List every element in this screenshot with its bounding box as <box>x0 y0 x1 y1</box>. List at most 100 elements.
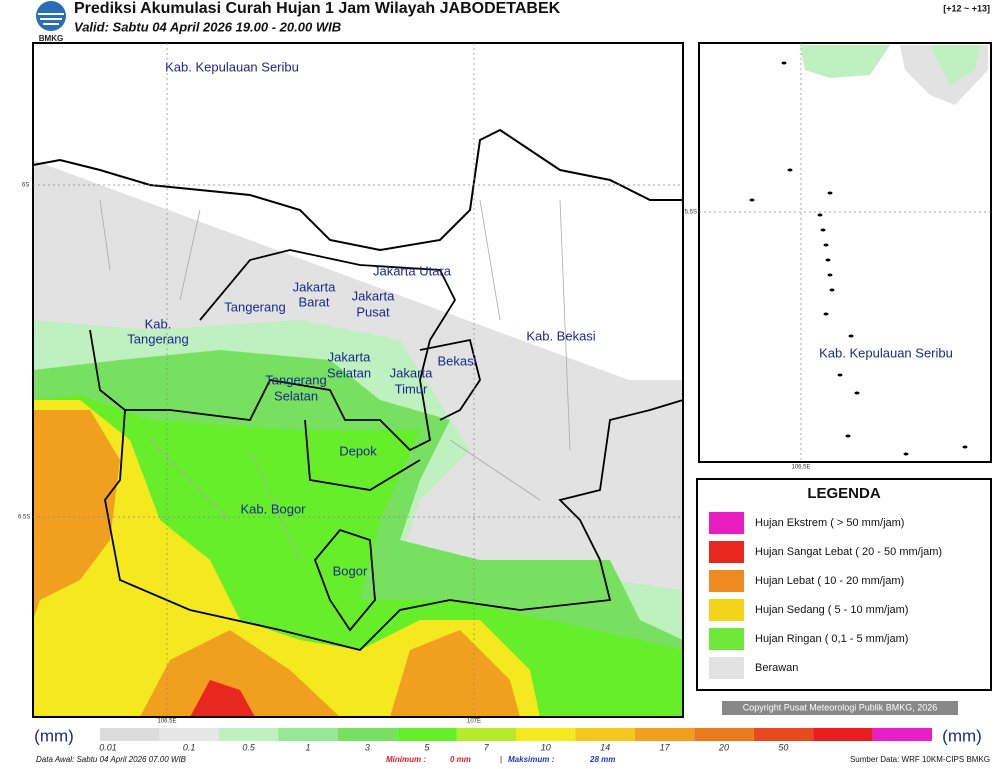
min-label: Minimum : <box>386 755 426 764</box>
island <box>854 391 860 395</box>
colorbar-segment <box>634 728 695 741</box>
colorbar-tick: 17 <box>660 742 671 752</box>
colorbar-tick: 1 <box>305 742 310 752</box>
lead-time: [+12 ~ +13] <box>943 3 990 13</box>
legend-label: Hujan Ringan ( 0,1 - 5 mm/jam) <box>755 633 908 645</box>
region-label: Depok <box>339 443 377 458</box>
colorbar-segment <box>397 728 457 741</box>
colorbar-tick: 0.01 <box>99 742 117 752</box>
island <box>827 273 833 277</box>
colorbar-tick: 0.5 <box>242 742 256 752</box>
region-label: Timur <box>395 381 428 396</box>
region-label: Jakarta <box>328 349 371 364</box>
island <box>817 213 823 217</box>
logo <box>36 1 66 31</box>
legend-title: LEGENDA <box>807 485 881 502</box>
title: Prediksi Akumulasi Curah Hujan 1 Jam Wil… <box>74 0 561 17</box>
colorbar-tick: 14 <box>600 742 610 752</box>
boundaries <box>89 249 684 651</box>
region-label: Jakarta <box>390 365 433 380</box>
legend: LEGENDA Hujan Ekstrem ( > 50 mm/jam) Huja… <box>696 478 992 691</box>
lon-tick: 107E <box>467 719 481 725</box>
island <box>962 445 968 449</box>
coastline <box>32 128 683 252</box>
region-label: Tangerang <box>127 331 188 346</box>
legend-swatch <box>709 541 744 563</box>
logo-text: BMKG <box>39 34 63 43</box>
region-label: Tangerang <box>224 299 285 314</box>
legend-label: Hujan Sedang ( 5 - 10 mm/jam) <box>755 604 908 616</box>
sub-boundaries <box>99 199 571 561</box>
region-label: Barat <box>298 294 329 309</box>
lon-tick: 106.5E <box>157 719 176 725</box>
max-value: 28 mm <box>589 755 615 764</box>
legend-label: Hujan Ekstrem ( > 50 mm/jam) <box>755 517 904 529</box>
copyright: Copyright Pusat Meteorologi Publik BMKG,… <box>743 702 938 712</box>
colorbar-segment <box>575 728 635 741</box>
colorbar-segment <box>694 728 754 741</box>
colorbar: 0.01 0.1 0.5 1 3 5 7 10 14 17 20 50 <box>99 728 932 752</box>
island <box>827 191 833 195</box>
inset-map: 5.5S 106.5E Kab. Kepulauan Seribu <box>685 42 992 471</box>
region-label: Tangerang <box>265 372 326 387</box>
very-heavy-rain <box>190 680 255 717</box>
island <box>749 198 755 202</box>
legend-frame <box>696 478 992 691</box>
region-label: Pusat <box>356 304 390 319</box>
region-label: Bekasi <box>437 353 476 368</box>
colorbar-tick: 7 <box>484 742 490 752</box>
logo-mark <box>38 13 64 25</box>
inset-lat-tick: 5.5S <box>685 210 697 216</box>
island <box>787 168 793 172</box>
region-label: Kab. Bogor <box>240 501 306 516</box>
region-label: Kab. Kepulauan Seribu <box>165 59 299 74</box>
islands <box>749 61 968 456</box>
legend-swatch <box>709 570 744 592</box>
region-label: Kab. <box>145 316 172 331</box>
subtitle: Valid: Sabtu 04 April 2026 19.00 - 20.00… <box>74 19 341 34</box>
legend-label: Hujan Lebat ( 10 - 20 mm/jam) <box>755 575 904 587</box>
colorbar-segment <box>159 728 219 741</box>
legend-label: Hujan Sangat Lebat ( 20 - 50 mm/jam) <box>755 546 942 558</box>
region-label: Kab. Bekasi <box>526 328 595 343</box>
legend-label: Berawan <box>755 662 798 674</box>
inset-rain <box>800 45 890 78</box>
max-label: Maksimum : <box>508 755 555 764</box>
heavy-rain <box>33 410 520 717</box>
inset-label: Kab. Kepulauan Seribu <box>819 345 953 360</box>
region-label: Jakarta <box>352 288 395 303</box>
island <box>848 334 854 338</box>
colorbar-segment <box>753 728 814 741</box>
colorbar-segment <box>337 728 398 741</box>
colorbar-segment <box>278 728 338 741</box>
island <box>837 373 843 377</box>
island <box>829 288 835 292</box>
lat-tick: 6S <box>22 183 29 189</box>
colorbar-tick: 20 <box>718 742 729 752</box>
source: Sumber Data: WRF 10KM-CIPS BMKG <box>850 755 990 764</box>
island <box>820 228 826 232</box>
colorbar-tick: 0.1 <box>183 742 196 752</box>
legend-swatch <box>709 628 744 650</box>
inset-frame <box>698 42 992 463</box>
island <box>781 61 787 65</box>
main-map: 6S 6.5S 106.5E 107E Kab. Kepulauan Serib… <box>18 42 684 725</box>
inset-rain <box>930 45 980 85</box>
legend-swatch <box>709 599 744 621</box>
colorbar-segment <box>456 728 516 741</box>
colorbar-tick: 10 <box>541 742 551 752</box>
colorbar-segment <box>872 728 932 741</box>
island <box>903 452 909 456</box>
colorbar-segment <box>218 728 279 741</box>
colorbar-tick: 50 <box>778 742 788 752</box>
legend-swatch <box>709 512 744 534</box>
colorbar-segment <box>813 728 873 741</box>
region-label: Selatan <box>327 365 371 380</box>
island <box>825 258 831 262</box>
unit-label: (mm) <box>34 726 74 745</box>
colorbar-tick: 3 <box>365 742 370 752</box>
map-frame <box>32 42 684 718</box>
colorbar-segment <box>516 728 576 741</box>
region-label: Bogor <box>333 563 368 578</box>
